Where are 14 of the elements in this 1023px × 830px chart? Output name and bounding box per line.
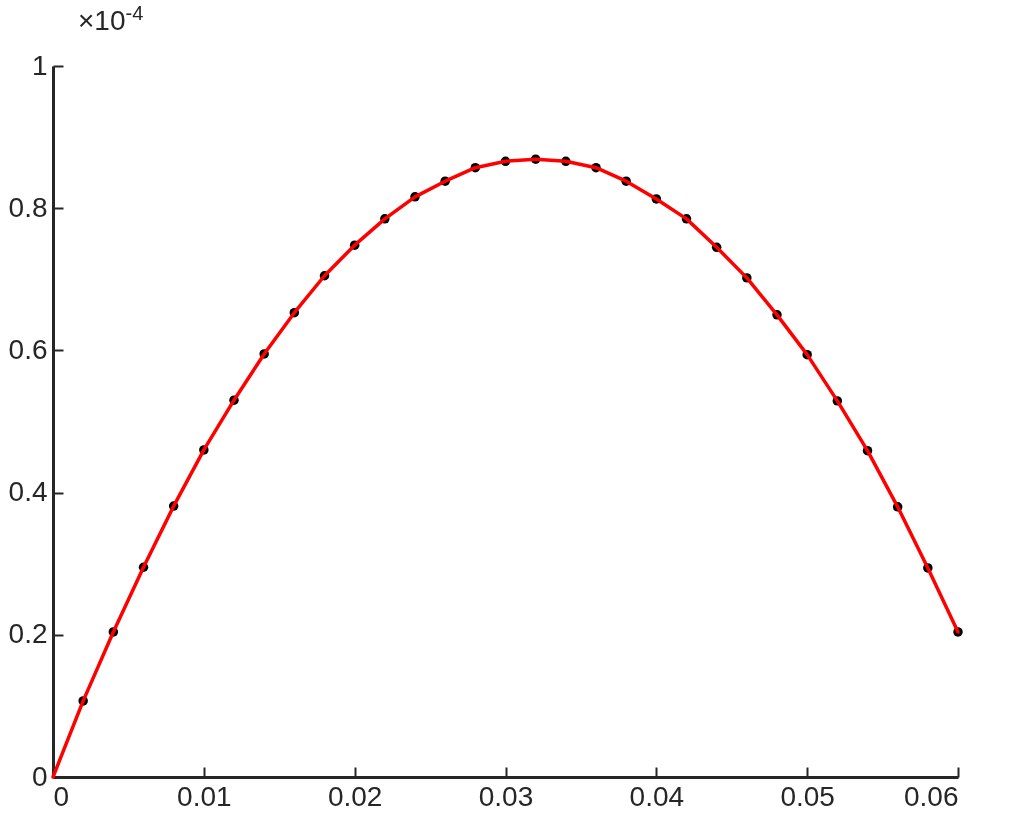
y-tick-label: 0.2 xyxy=(8,618,48,650)
y-tick-label: 0.6 xyxy=(8,333,48,365)
x-tick-label: 0.04 xyxy=(629,780,685,812)
text: ×10$^{-4}$ xyxy=(78,2,144,37)
x-tick-label: 0.06 xyxy=(904,780,959,812)
y-tick-label: 1 xyxy=(31,49,48,81)
x-tick-label: 0.05 xyxy=(780,780,835,812)
x-tick-label: 0.03 xyxy=(478,780,534,812)
y-tick-label: 0.4 xyxy=(8,476,48,508)
x-tick-label: 0.02 xyxy=(327,780,383,812)
y-tick-label: 0 xyxy=(31,760,48,792)
x-tick-label: 0 xyxy=(53,780,70,812)
y-tick-label: 0.8 xyxy=(8,191,48,223)
x-tick-label: 0.01 xyxy=(177,780,232,812)
